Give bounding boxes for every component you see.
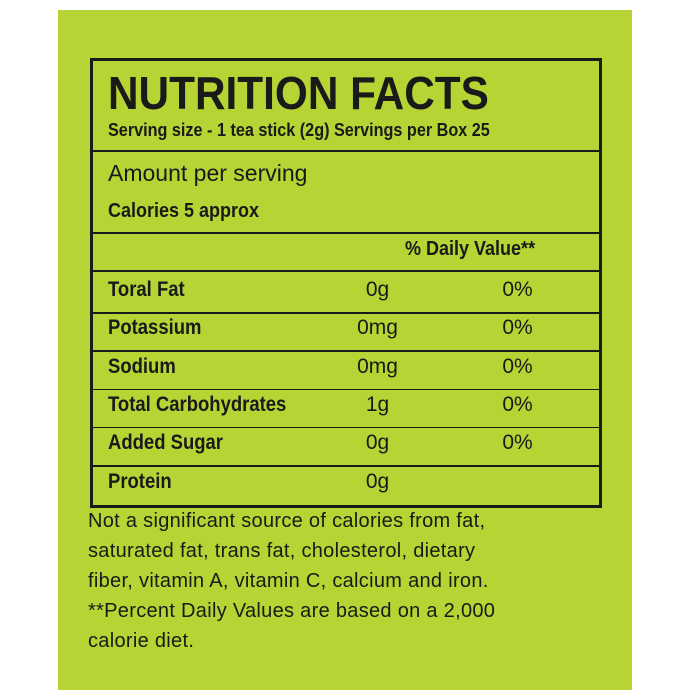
- facts-box: [90, 58, 602, 508]
- row-divider: [93, 350, 599, 352]
- nutrient-name: Protein: [108, 469, 172, 493]
- amount-label: Amount per serving: [108, 160, 308, 186]
- daily-value: 0%: [502, 316, 533, 340]
- nutrient-name: Toral Fat: [108, 278, 185, 301]
- daily-value: 0%: [502, 278, 533, 301]
- label-background: [58, 10, 632, 690]
- daily-value: 0%: [502, 354, 533, 378]
- footnote-line: Not a significant source of calories fro…: [88, 510, 486, 532]
- serving-size: Serving size - 1 tea stick (2g) Servings…: [108, 120, 490, 140]
- footnote-line: calorie diet.: [88, 630, 195, 652]
- nutrient-amount: 0g: [365, 431, 390, 455]
- daily-value: 0%: [502, 392, 533, 416]
- nutrient-amount: 0g: [365, 469, 390, 493]
- nutrient-name: Total Carbohydrates: [108, 392, 287, 416]
- row-divider: [93, 388, 599, 391]
- footnote-line: **Percent Daily Values are based on a 2,…: [88, 600, 496, 622]
- nutrient-amount: 0mg: [357, 354, 398, 378]
- nutrient-name: Sodium: [108, 354, 176, 378]
- nutrient-amount: 0g: [365, 278, 390, 301]
- divider: [93, 270, 599, 272]
- daily-value: 0%: [502, 431, 533, 455]
- divider: [93, 232, 599, 234]
- nutrient-amount: 0mg: [357, 316, 398, 340]
- footnote-line: fiber, vitamin A, vitamin C, calcium and…: [88, 570, 489, 592]
- daily-value-header: % Daily Value**: [405, 238, 536, 260]
- calories: Calories 5 approx: [108, 200, 260, 222]
- row-divider: [93, 426, 599, 429]
- row-divider: [93, 312, 599, 314]
- row-divider: [93, 465, 599, 467]
- divider: [93, 150, 599, 152]
- footnote-line: saturated fat, trans fat, cholesterol, d…: [88, 540, 476, 562]
- nutrient-name: Potassium: [108, 316, 202, 340]
- nutrient-amount: 1g: [365, 392, 390, 416]
- title: NUTRITION FACTS: [108, 67, 489, 119]
- nutrient-name: Added Sugar: [108, 431, 224, 455]
